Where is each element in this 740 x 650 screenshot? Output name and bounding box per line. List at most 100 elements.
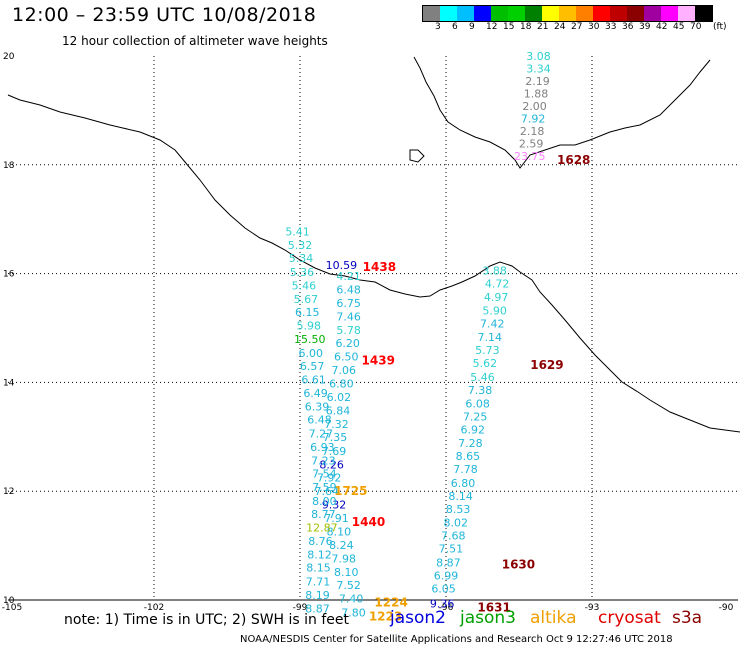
wave-height-value: 8.26 bbox=[319, 458, 344, 471]
wave-height-value: 8.10 bbox=[334, 566, 359, 579]
latitude-label: 16 bbox=[3, 270, 15, 280]
wave-height-value: 6.20 bbox=[335, 337, 360, 350]
legend-unit: (ft) bbox=[713, 22, 727, 32]
legend-swatch bbox=[559, 6, 576, 21]
pass-time-label: 1440 bbox=[352, 515, 385, 529]
wave-height-value: 3.88 bbox=[482, 265, 507, 278]
wave-height-value: 7.40 bbox=[339, 593, 364, 606]
wave-height-value: 5.36 bbox=[290, 266, 315, 279]
wave-height-value: 8.53 bbox=[446, 503, 471, 516]
legend-label: 70 bbox=[690, 22, 702, 32]
legend-swatch bbox=[576, 6, 593, 21]
wave-height-value: 5.98 bbox=[297, 320, 322, 333]
longitude-label: -99 bbox=[293, 603, 308, 613]
satellite-s3a: s3a bbox=[672, 608, 703, 628]
wave-height-value: 6.15 bbox=[295, 306, 320, 319]
legend-label: 24 bbox=[554, 22, 566, 32]
axis-tick-labels: -105 -102 -99 -96 -93 -90 20 18 16 14 12 10 bbox=[2, 52, 734, 613]
coastline bbox=[7, 56, 740, 433]
wave-height-value: 7.98 bbox=[332, 552, 357, 565]
pass-time-label: 1631 bbox=[477, 601, 510, 615]
wave-height-value: 7.64 bbox=[315, 485, 340, 498]
wave-height-value: 6.05 bbox=[431, 582, 456, 595]
wave-height-value: 6.00 bbox=[298, 347, 323, 360]
latitude-label: 14 bbox=[3, 378, 15, 388]
pass-time-label: 1439 bbox=[362, 354, 395, 368]
wave-height-value: 2.59 bbox=[519, 137, 544, 150]
legend-label: 33 bbox=[605, 22, 617, 32]
wave-height-value: 23.75 bbox=[514, 150, 546, 163]
legend-swatch bbox=[457, 6, 474, 21]
wave-height-value: 6.61 bbox=[301, 373, 326, 386]
pass-time-label: 1630 bbox=[502, 557, 535, 571]
wave-height-value: 8.87 bbox=[436, 556, 461, 569]
wave-height-value: 3.34 bbox=[526, 62, 551, 75]
wave-height-value: 8.14 bbox=[448, 490, 473, 503]
wave-height-value: 6.80 bbox=[451, 477, 476, 490]
wave-height-value: 2.19 bbox=[525, 75, 550, 88]
wave-height-value: 7.28 bbox=[458, 437, 483, 450]
wave-height-value: 7.92 bbox=[521, 112, 546, 125]
wave-height-value: 7.14 bbox=[478, 331, 503, 344]
wave-height-value: 4.21 bbox=[336, 270, 361, 283]
longitude-label: -93 bbox=[585, 603, 600, 613]
wave-height-value: 5.73 bbox=[475, 344, 500, 357]
wave-height-value: 7.51 bbox=[439, 543, 464, 556]
legend-label: 36 bbox=[622, 22, 634, 32]
wave-height-value: 2.00 bbox=[522, 100, 547, 113]
wave-height-value: 10.59 bbox=[326, 259, 358, 272]
map-title: 12:00 – 23:59 UTC 10/08/2018 bbox=[12, 4, 317, 26]
wave-height-value: 8.87 bbox=[305, 603, 330, 616]
wave-height-value: 7.27 bbox=[309, 427, 334, 440]
legend-swatch bbox=[644, 6, 661, 21]
wave-height-value: 7.69 bbox=[322, 445, 347, 458]
wave-height-value: 7.23 bbox=[311, 455, 336, 468]
color-legend: 3 6 9 12 15 18 21 24 27 30 33 36 39 42 45 70 (ft) bbox=[422, 5, 727, 32]
graticule bbox=[8, 56, 738, 601]
legend-swatch bbox=[678, 6, 695, 21]
legend-label: 18 bbox=[520, 22, 532, 32]
wave-height-value: 6.92 bbox=[461, 424, 486, 437]
wave-height-value: 6.75 bbox=[336, 297, 361, 310]
pass-time-label: 1628 bbox=[557, 153, 590, 167]
legend-swatches bbox=[422, 5, 713, 22]
wave-height-value: 4.97 bbox=[484, 291, 509, 304]
longitude-label: -90 bbox=[719, 603, 734, 613]
wave-height-value: 7.32 bbox=[324, 418, 349, 431]
wave-height-value: 5.32 bbox=[288, 239, 313, 252]
wave-height-value: 7.06 bbox=[332, 364, 357, 377]
legend-swatch bbox=[695, 6, 712, 21]
wave-height-value: 7.71 bbox=[306, 575, 331, 588]
pass-time-label: 1438 bbox=[363, 260, 396, 274]
latitude-label: 10 bbox=[3, 596, 15, 606]
legend-label: 42 bbox=[656, 22, 668, 32]
satellite-altika: altika bbox=[530, 608, 577, 628]
wave-height-value: 1.88 bbox=[524, 87, 549, 100]
wave-height-value: 8.02 bbox=[443, 517, 468, 530]
wave-height-value: 6.93 bbox=[310, 441, 335, 454]
legend-label: 21 bbox=[537, 22, 549, 32]
wave-height-value: 8.00 bbox=[312, 495, 337, 508]
wave-height-value: 9.36 bbox=[430, 598, 455, 611]
satellite-jason3: jason3 bbox=[460, 608, 516, 628]
wave-height-value: 5.46 bbox=[292, 279, 317, 292]
legend-swatch bbox=[610, 6, 627, 21]
wave-height-value: 5.90 bbox=[482, 304, 507, 317]
pass-time-label: 1629 bbox=[530, 358, 563, 372]
wave-height-value: 6.39 bbox=[305, 401, 330, 414]
longitude-label: -102 bbox=[144, 603, 164, 613]
legend-label: 27 bbox=[571, 22, 583, 32]
wave-height-value: 7.92 bbox=[317, 471, 342, 484]
wave-height-value: 7.46 bbox=[336, 310, 361, 323]
latitude-label: 20 bbox=[3, 52, 15, 62]
pass-time-label: 1224 bbox=[374, 596, 407, 610]
wave-height-value: 5.78 bbox=[336, 324, 361, 337]
satellite-jason2: jason2 bbox=[390, 608, 446, 628]
wave-height-value: 6.48 bbox=[336, 284, 361, 297]
legend-swatch bbox=[661, 6, 678, 21]
legend-label: 30 bbox=[588, 22, 600, 32]
wave-height-value: 7.52 bbox=[336, 579, 361, 592]
latitude-label: 12 bbox=[3, 487, 14, 497]
wave-height-value: 5.46 bbox=[470, 371, 495, 384]
wave-height-value: 8.10 bbox=[327, 525, 352, 538]
